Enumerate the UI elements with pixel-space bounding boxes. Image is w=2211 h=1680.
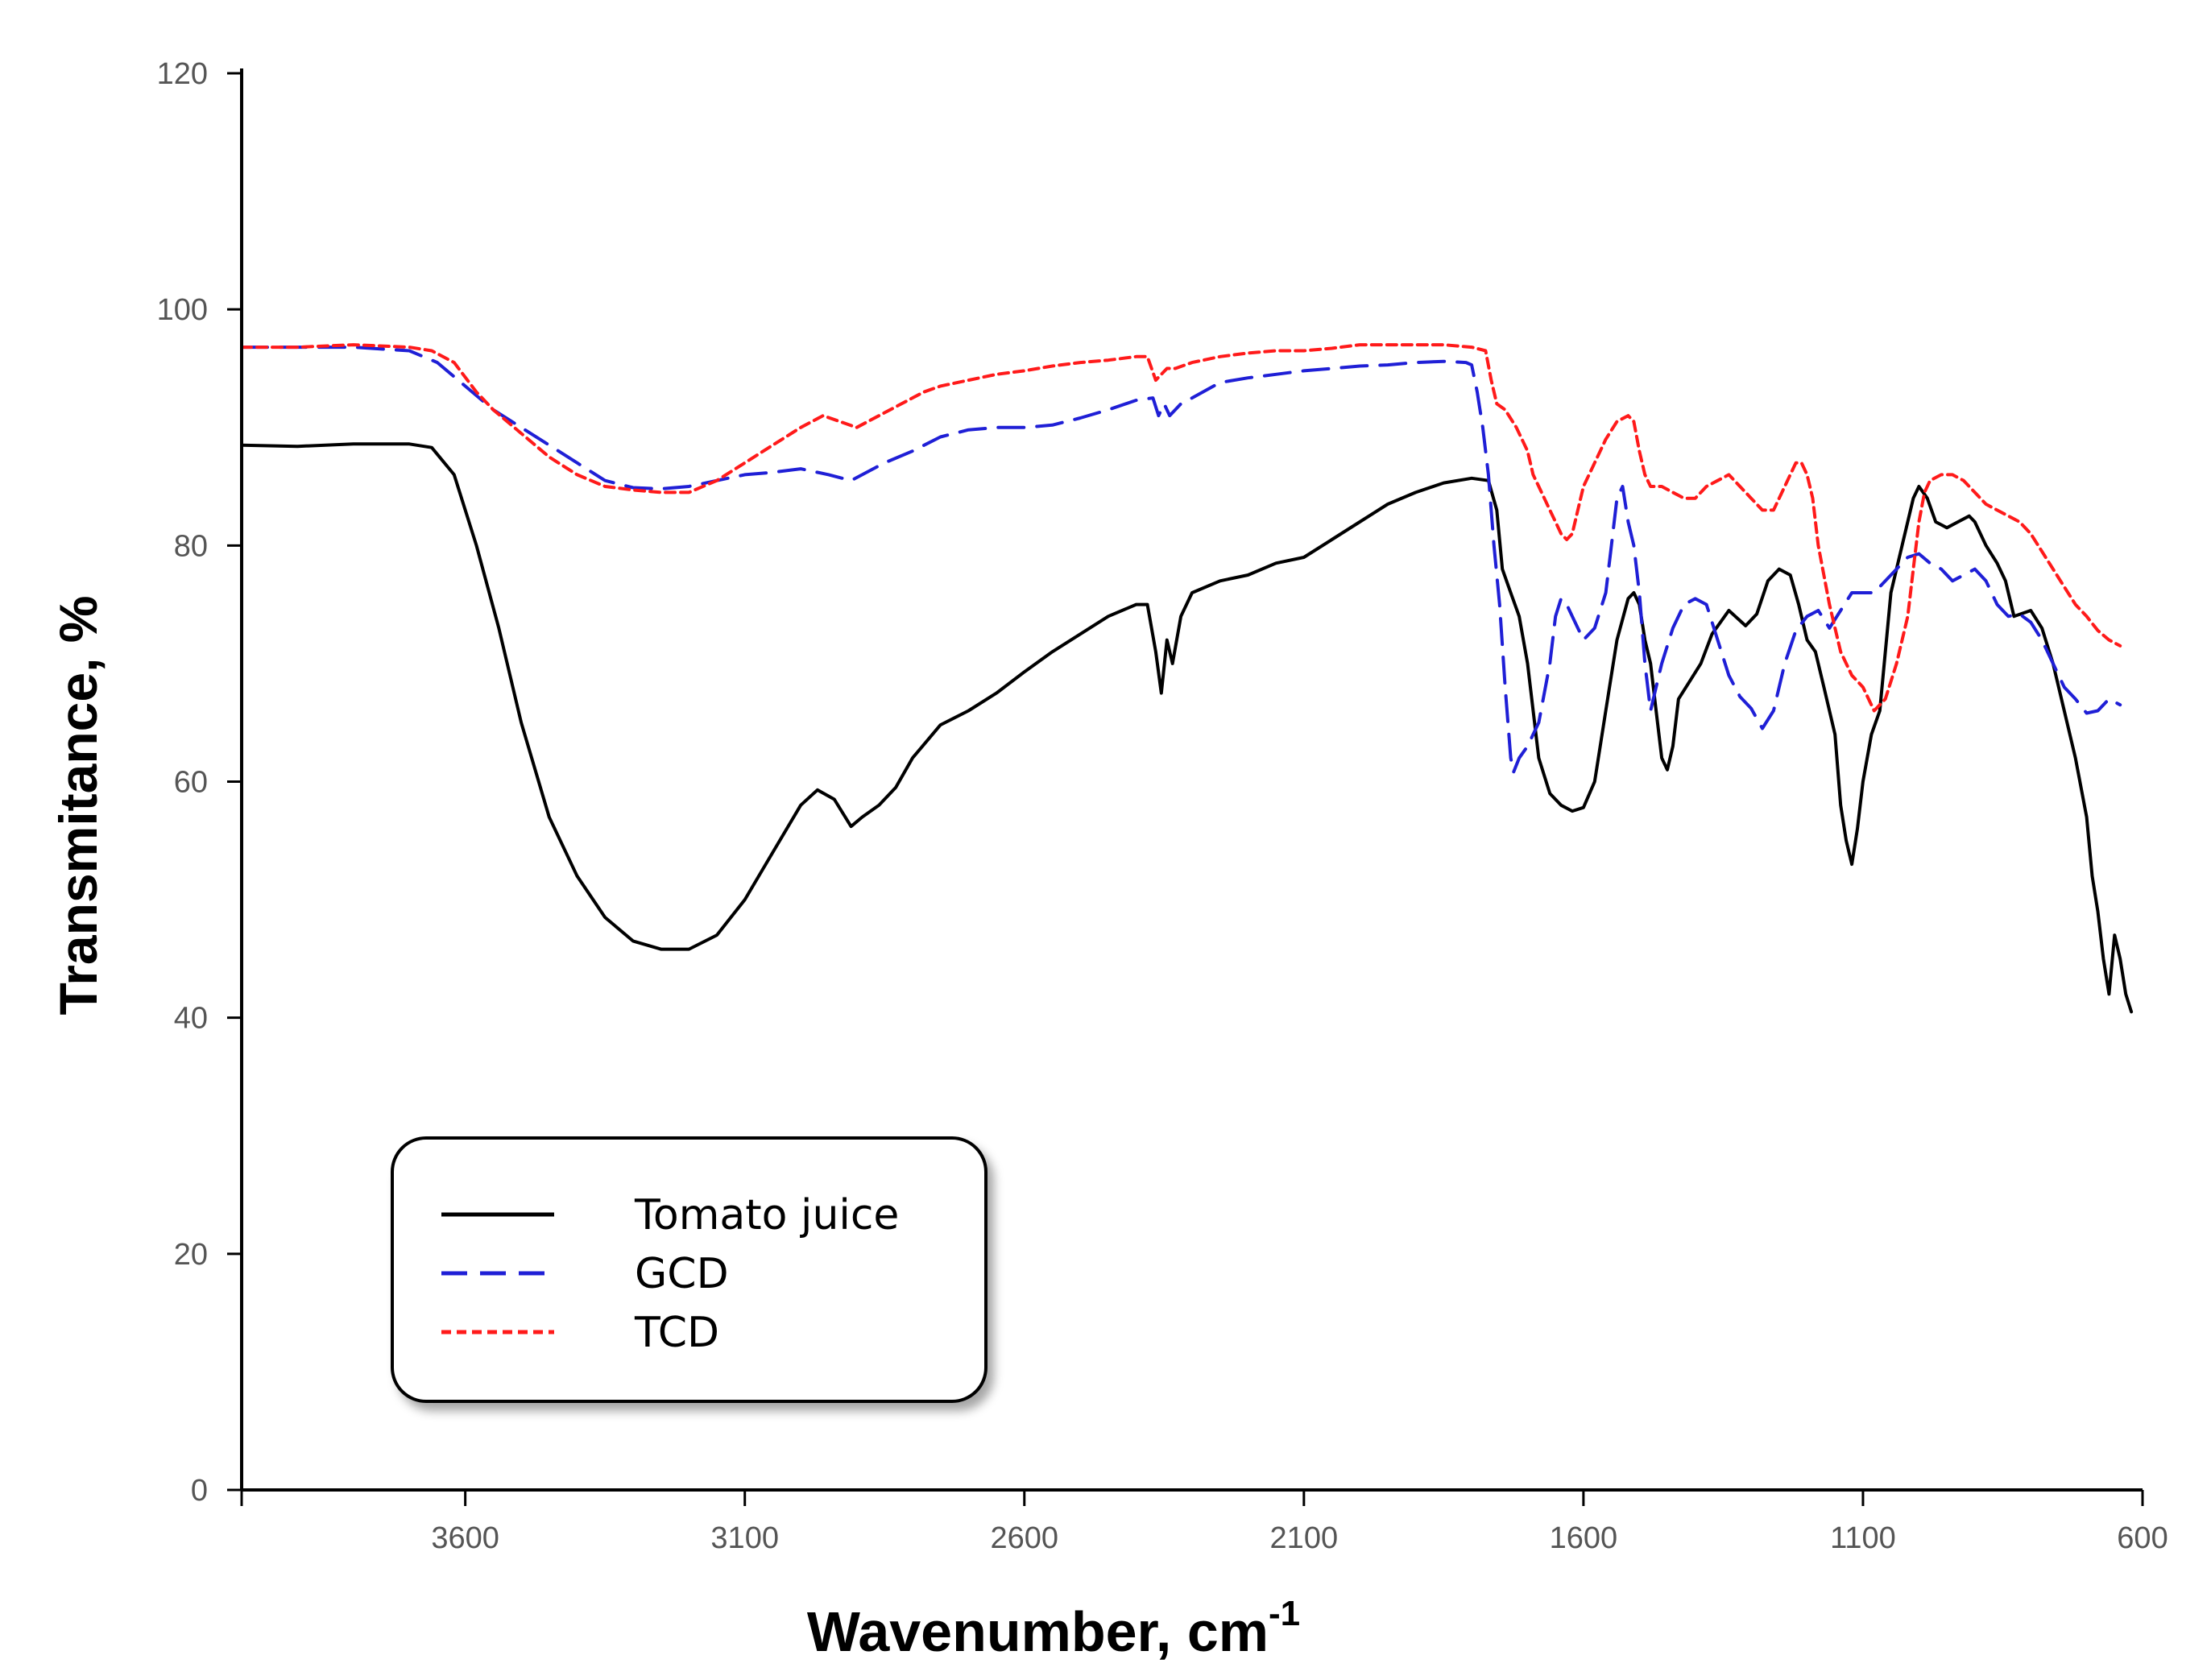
x-tick-label: 3100 [710, 1521, 779, 1555]
x-tick-label: 3600 [431, 1521, 499, 1555]
x-tick-label: 1100 [1830, 1521, 1896, 1555]
series-line-tcd [242, 343, 2122, 713]
legend: Tomato juice GCD TCD [391, 1136, 987, 1403]
y-tick-label: 80 [174, 529, 208, 563]
x-tick-label: 2600 [990, 1521, 1058, 1555]
y-tick-label: 60 [174, 766, 208, 800]
series-layer [242, 343, 2134, 1014]
y-tick-label: 0 [191, 1474, 208, 1508]
x-tick-label: 2100 [1270, 1521, 1339, 1555]
axes [227, 68, 2144, 1506]
series-line-gcd [242, 346, 2122, 774]
x-tick-label: 1600 [1550, 1521, 1618, 1555]
tick-labels: 0 20 40 60 80 100 120 3600 3100 2600 2100 1600 1100 6… [157, 57, 2168, 1555]
legend-label-tomato-juice: Tomato juice [634, 1191, 899, 1239]
y-tick-label: 120 [157, 57, 208, 91]
x-axis-title-superscript: -1 [1269, 1594, 1300, 1633]
y-axis-title: Transmitance, % [48, 596, 108, 1016]
legend-label-gcd: GCD [635, 1250, 729, 1298]
y-tick-label: 40 [174, 1002, 208, 1036]
x-axis-title-text: Wavenumber, cm [807, 1600, 1269, 1663]
legend-label-tcd: TCD [634, 1309, 719, 1357]
series-line-tomato-juice [242, 442, 2134, 1014]
x-axis-title: Wavenumber, cm-1 [807, 1594, 1300, 1663]
y-tick-label: 20 [174, 1238, 208, 1272]
x-tick-label: 600 [2117, 1521, 2168, 1555]
y-tick-label: 100 [157, 293, 208, 327]
legend-box [391, 1136, 987, 1403]
